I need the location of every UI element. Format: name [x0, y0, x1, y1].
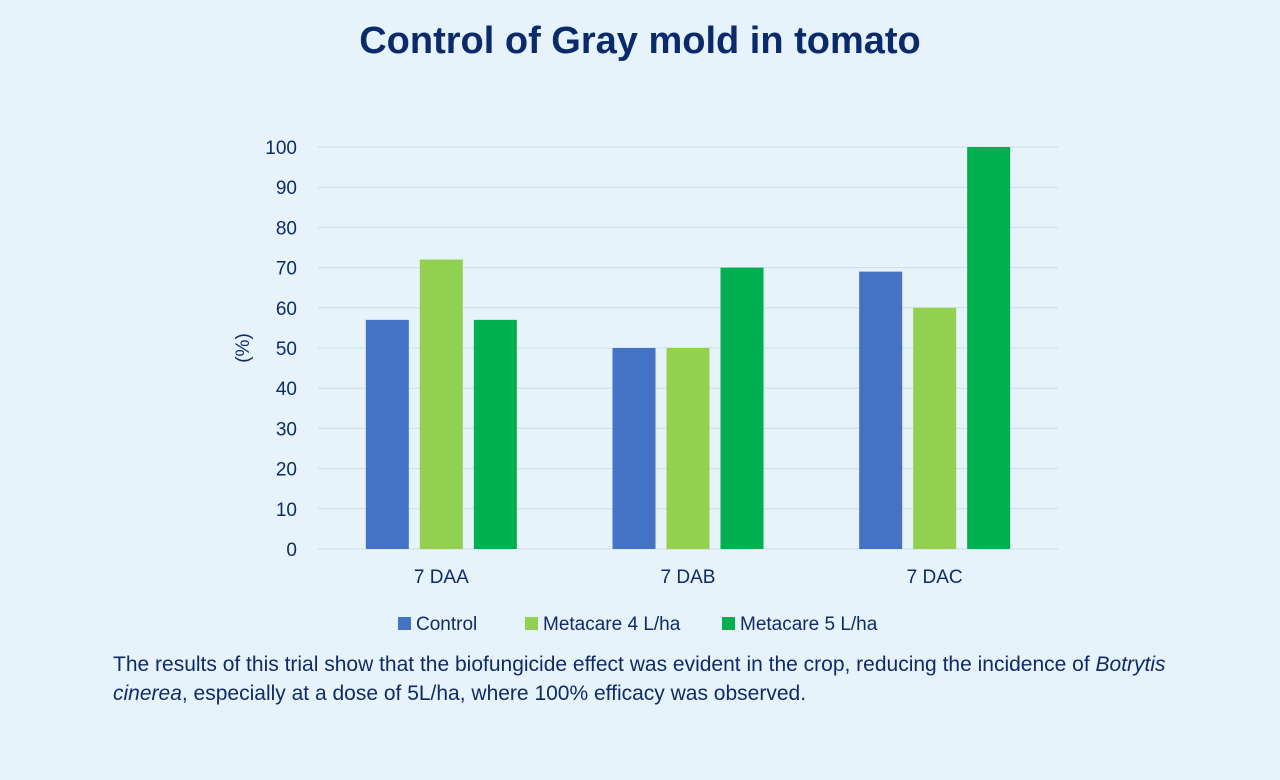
- legend-label: Metacare 5 L/ha: [740, 614, 878, 635]
- bar-control-7-dac: [859, 271, 903, 549]
- x-tick-label: 7 DAB: [661, 567, 716, 588]
- legend-swatch: [525, 617, 538, 630]
- y-tick-label: 30: [276, 419, 297, 440]
- y-tick-label: 100: [265, 138, 297, 159]
- y-tick-label: 10: [276, 500, 297, 521]
- bar-metacare-4-l-ha-7-dab: [666, 348, 710, 549]
- chart-title: Control of Gray mold in tomato: [359, 20, 921, 62]
- legend-swatch: [722, 617, 735, 630]
- caption-text-1: The results of this trial show that the …: [113, 653, 1096, 676]
- y-axis-ticks: 0 10 20 30 40 50 60 70 80 90 100: [265, 138, 297, 561]
- bar-metacare-5-l-ha-7-dab: [720, 267, 764, 549]
- caption: The results of this trial show that the …: [113, 650, 1173, 708]
- legend-label: Control: [416, 614, 477, 635]
- legend-item: Control: [398, 614, 477, 635]
- bar-metacare-4-l-ha-7-daa: [419, 259, 463, 549]
- bar-metacare-5-l-ha-7-dac: [967, 147, 1011, 549]
- caption-text-2: , especially at a dose of 5L/ha, where 1…: [181, 682, 807, 705]
- y-tick-label: 50: [276, 339, 297, 360]
- x-tick-label: 7 DAC: [907, 567, 963, 588]
- y-tick-label: 60: [276, 299, 297, 320]
- bar-chart: 0 10 20 30 40 50 60 70 80 90 100 7 DAA 7 DAB 7 DAC (…: [233, 138, 1058, 635]
- y-tick-label: 20: [276, 460, 297, 481]
- bar-metacare-5-l-ha-7-daa: [473, 319, 517, 549]
- y-tick-label: 70: [276, 259, 297, 280]
- y-tick-label: 80: [276, 218, 297, 239]
- bar-control-7-dab: [612, 348, 656, 549]
- bars: [365, 147, 1011, 549]
- legend-swatch: [398, 617, 411, 630]
- y-axis-label: (%): [233, 333, 254, 363]
- bar-metacare-4-l-ha-7-dac: [913, 307, 957, 549]
- x-tick-label: 7 DAA: [414, 567, 469, 588]
- legend: Control Metacare 4 L/ha Metacare 5 L/ha: [398, 614, 878, 635]
- legend-item: Metacare 4 L/ha: [525, 614, 681, 635]
- bar-control-7-daa: [365, 319, 409, 549]
- caption-species: Botrytis cinerea: [113, 653, 1166, 705]
- legend-item: Metacare 5 L/ha: [722, 614, 878, 635]
- y-tick-label: 40: [276, 379, 297, 400]
- x-axis-ticks: 7 DAA 7 DAB 7 DAC: [414, 567, 963, 588]
- legend-label: Metacare 4 L/ha: [543, 614, 681, 635]
- y-tick-label: 0: [286, 540, 297, 561]
- y-tick-label: 90: [276, 178, 297, 199]
